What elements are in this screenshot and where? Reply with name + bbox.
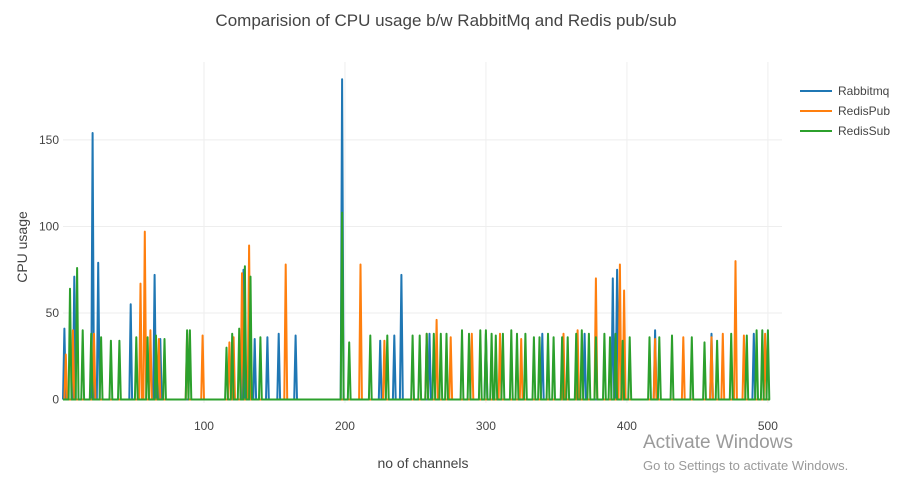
watermark-subtitle: Go to Settings to activate Windows. (643, 458, 849, 473)
x-axis: 100 200 300 400 500 (194, 419, 778, 433)
legend-label: Rabbitmq (838, 84, 889, 98)
x-tick-label: 200 (335, 419, 355, 433)
y-axis-title: CPU usage (14, 211, 30, 283)
plot-area (62, 78, 771, 401)
y-tick-label: 150 (39, 133, 59, 147)
y-tick-label: 50 (46, 306, 60, 320)
series-line-redissub (63, 211, 771, 401)
y-axis: 0 50 100 150 (39, 133, 59, 407)
series-line-rabbitmq (62, 78, 768, 401)
y-tick-label: 0 (52, 393, 59, 407)
chart-title: Comparision of CPU usage b/w RabbitMq an… (215, 11, 676, 30)
x-tick-label: 500 (758, 419, 778, 433)
series-line-redispub (63, 230, 768, 401)
watermark-title: Activate Windows (643, 432, 793, 453)
legend-label: RedisPub (838, 104, 890, 118)
x-axis-title: no of channels (377, 455, 468, 471)
legend: Rabbitmq RedisPub RedisSub (800, 84, 890, 138)
x-tick-label: 300 (476, 419, 496, 433)
legend-label: RedisSub (838, 124, 890, 138)
y-tick-label: 100 (39, 219, 59, 233)
gridlines (63, 62, 782, 403)
x-tick-label: 100 (194, 419, 214, 433)
x-tick-label: 400 (617, 419, 637, 433)
